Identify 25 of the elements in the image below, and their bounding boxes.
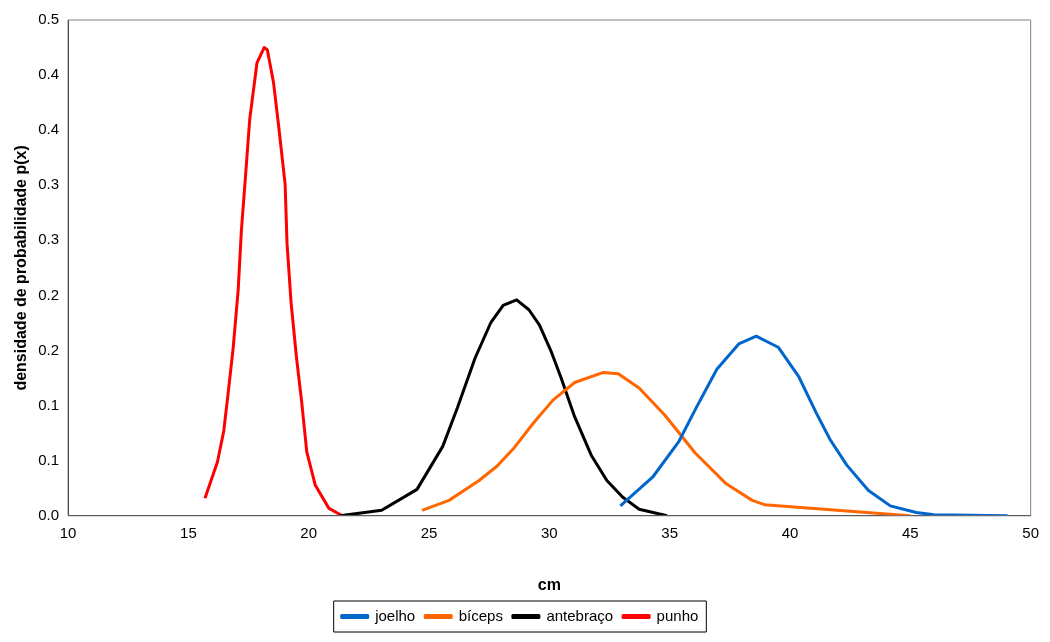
y-tick-label: 0.3	[38, 230, 60, 248]
y-tick-label: 0.2	[38, 340, 60, 358]
x-tick-label: 10	[59, 523, 77, 541]
legend-label: bíceps	[458, 606, 503, 624]
x-tick-label: 45	[901, 523, 919, 541]
x-tick-label: 15	[180, 523, 197, 541]
y-tick-label: 0.0	[38, 505, 60, 523]
x-tick-label: 40	[781, 523, 799, 541]
x-tick-label: 20	[300, 523, 318, 541]
x-tick-label: 25	[420, 523, 438, 541]
x-tick-label: 30	[541, 523, 558, 541]
y-tick-label: 0.2	[38, 285, 60, 303]
y-tick-label: 0.1	[38, 395, 60, 413]
y-tick-label: 0.5	[38, 10, 60, 28]
legend-label: antebraço	[546, 606, 614, 624]
x-tick-label: 50	[1022, 523, 1039, 541]
y-tick-label: 0.1	[38, 450, 60, 468]
y-axis-title: densidade de probabilidade p(x)	[12, 145, 30, 391]
x-tick-label: 35	[661, 523, 679, 541]
y-tick-label: 0.4	[38, 120, 60, 138]
legend-label: joelho	[374, 606, 416, 624]
y-tick-label: 0.3	[38, 175, 60, 193]
legend-label: punho	[656, 606, 699, 624]
y-tick-label: 0.4	[38, 65, 60, 83]
x-axis-title: cm	[537, 575, 561, 593]
